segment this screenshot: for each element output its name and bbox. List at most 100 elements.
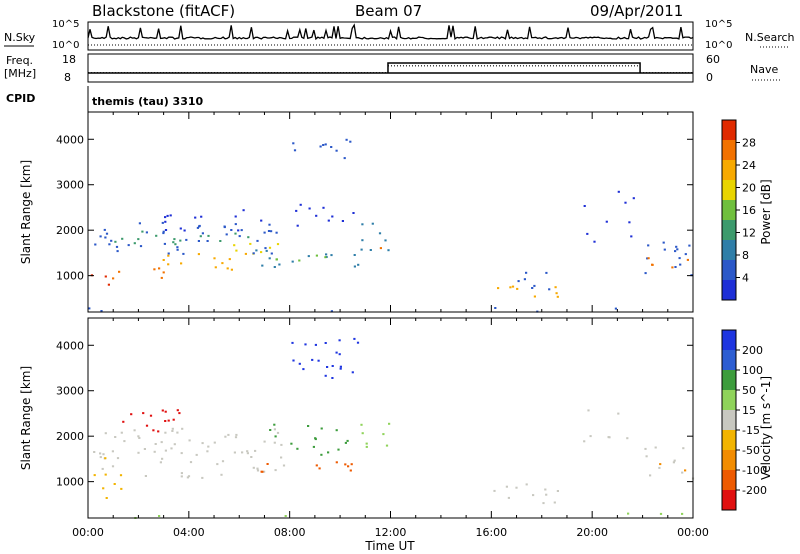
velocity-cell	[339, 367, 342, 370]
power-cell	[237, 229, 240, 232]
power-cell	[299, 203, 302, 206]
power-cbar-seg-8	[722, 120, 736, 140]
velocity-cell	[335, 429, 338, 432]
velocity-cell	[335, 351, 338, 354]
velocity-cell	[250, 456, 253, 458]
power-cell	[674, 250, 677, 253]
power-cell	[345, 138, 348, 141]
velocity-cbar-seg-5	[722, 430, 736, 450]
power-cell	[201, 232, 204, 235]
velocity-cell	[556, 490, 559, 492]
power-ytick-label-2000: 2000	[56, 224, 84, 237]
power-cell	[169, 214, 172, 217]
noise-right-tick-top: 10^5	[705, 19, 732, 30]
power-cell	[292, 142, 295, 145]
velocity-cell	[170, 447, 173, 450]
velocity-ytick-label-2000: 2000	[56, 430, 84, 443]
power-cell	[330, 146, 333, 148]
power-cell	[688, 244, 691, 247]
power-cell	[651, 263, 654, 266]
velocity-cell	[266, 463, 269, 465]
power-cell	[88, 307, 91, 310]
power-cell	[379, 247, 382, 250]
velocity-cell	[161, 409, 164, 412]
velocity-cell	[682, 447, 685, 450]
power-cell	[145, 231, 148, 234]
power-cell	[330, 254, 333, 257]
power-cell	[115, 245, 119, 248]
velocity-cell	[353, 337, 356, 340]
velocity-cell	[276, 431, 280, 434]
power-cell	[153, 268, 156, 271]
velocity-cell	[335, 461, 338, 464]
power-cell	[322, 144, 325, 146]
power-cell	[99, 235, 102, 238]
velocity-cell	[360, 423, 363, 426]
power-ytick-label-4000: 4000	[56, 133, 84, 146]
power-cell	[319, 145, 322, 148]
velocity-cbar-label-0: 200	[742, 344, 763, 357]
time-tick-5: 20:00	[576, 526, 608, 539]
power-cell	[108, 243, 111, 246]
nsky-line	[87, 23, 694, 41]
freq-tick-8: 8	[64, 71, 71, 84]
power-cell	[614, 307, 617, 310]
time-tick-2: 08:00	[274, 526, 306, 539]
power-cell	[369, 249, 372, 251]
power-cell	[160, 276, 163, 279]
velocity-cell	[544, 488, 547, 491]
power-cell	[173, 238, 176, 241]
power-cell	[116, 250, 119, 253]
power-cell	[238, 235, 241, 238]
velocity-cell	[326, 366, 329, 368]
velocity-cell	[493, 489, 496, 492]
power-cell	[533, 295, 536, 298]
power-cell	[357, 263, 360, 266]
power-cell	[197, 253, 200, 256]
power-cell	[296, 224, 299, 227]
power-cell	[647, 244, 650, 247]
velocity-cell	[195, 453, 198, 456]
power-cell	[371, 222, 374, 225]
velocity-cell	[658, 466, 661, 469]
power-colorbar: 4 8 12 16 20 24 28	[721, 119, 756, 301]
date-title: 09/Apr/2011	[590, 2, 683, 20]
cpid-label: CPID	[6, 92, 35, 105]
velocity-cell	[545, 493, 548, 496]
velocity-colorbar-label: Velocity [m s^-1]	[759, 376, 773, 480]
power-cell	[531, 287, 534, 289]
power-cell	[647, 257, 650, 260]
power-cell	[267, 230, 271, 232]
velocity-cbar-seg-1	[722, 350, 736, 370]
power-cell	[199, 235, 202, 238]
velocity-cell	[320, 453, 323, 456]
power-cell	[548, 288, 551, 291]
power-cell	[225, 233, 228, 236]
power-cell	[605, 220, 608, 223]
velocity-cbar-seg-2	[722, 370, 736, 390]
power-cell	[185, 238, 188, 241]
velocity-cell	[274, 435, 277, 438]
velocity-cell	[273, 441, 276, 444]
power-cell	[235, 249, 238, 252]
velocity-cell	[241, 451, 244, 454]
velocity-cell	[672, 461, 675, 464]
velocity-cell	[254, 449, 257, 452]
velocity-cell	[589, 435, 592, 438]
freq-tick-18: 18	[62, 53, 76, 66]
velocity-cell	[143, 448, 146, 450]
power-cell	[138, 222, 141, 225]
velocity-cell	[365, 442, 368, 445]
velocity-cell	[104, 473, 107, 476]
power-cell	[206, 240, 209, 242]
velocity-ytick-label-1000: 1000	[56, 476, 84, 489]
power-cell	[182, 252, 185, 255]
power-cell	[315, 214, 318, 217]
velocity-cell	[365, 445, 368, 448]
power-cell	[586, 232, 589, 235]
velocity-cell	[187, 475, 191, 478]
power-cbar-label-5: 24	[742, 159, 756, 172]
velocity-cell	[206, 450, 209, 453]
velocity-cbar-label-2: 50	[742, 384, 756, 397]
velocity-cbar-label-1: 100	[742, 364, 763, 377]
